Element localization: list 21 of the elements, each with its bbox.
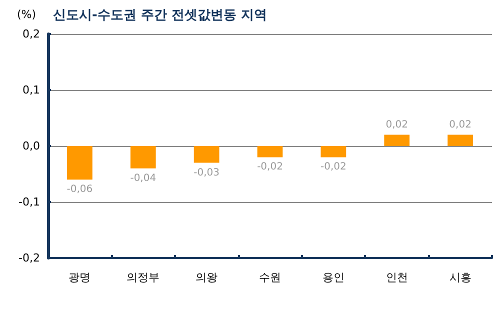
x-tick-label: 의왕 xyxy=(196,271,218,284)
data-label: -0,02 xyxy=(257,162,283,173)
x-tick-label: 용인 xyxy=(322,271,344,284)
data-label: 0,02 xyxy=(386,119,408,130)
data-label: -0,03 xyxy=(194,167,220,178)
data-label: -0,04 xyxy=(130,172,156,184)
y-tick-label: -0,1 xyxy=(18,196,40,208)
chart-title: 신도시-수도권 주간 전셋값변동 지역 xyxy=(53,8,267,23)
y-tick-label: 0,2 xyxy=(22,28,40,40)
y-tick-label: -0,2 xyxy=(18,252,40,264)
y-axis-title: (%) xyxy=(16,8,36,21)
x-tick-label: 인천 xyxy=(386,271,408,284)
y-tick-label: 0,0 xyxy=(22,140,40,152)
data-label: -0,06 xyxy=(66,184,93,196)
data-label: 0,02 xyxy=(449,119,472,130)
x-tick-label: 시흥 xyxy=(449,271,472,284)
x-tick-label: 광명 xyxy=(68,271,91,284)
y-tick-label: 0,1 xyxy=(22,84,40,96)
x-tick-label: 의정부 xyxy=(126,271,160,284)
x-tick-label: 수원 xyxy=(259,271,281,284)
data-label: -0,02 xyxy=(320,162,346,173)
